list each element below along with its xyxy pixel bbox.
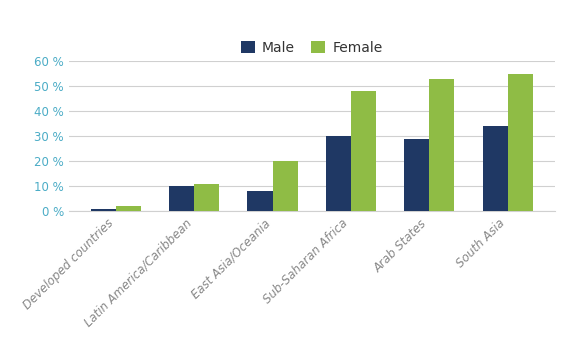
Bar — [483, 127, 508, 211]
Bar — [508, 74, 533, 211]
Bar — [351, 91, 376, 211]
Bar — [91, 209, 116, 211]
Bar — [430, 79, 454, 211]
Bar — [404, 139, 430, 211]
Legend: Male, Female: Male, Female — [236, 35, 388, 60]
Bar — [116, 206, 141, 211]
Bar — [194, 184, 219, 211]
Bar — [169, 187, 194, 211]
Bar — [326, 136, 351, 211]
Bar — [248, 191, 272, 211]
Bar — [272, 161, 297, 211]
